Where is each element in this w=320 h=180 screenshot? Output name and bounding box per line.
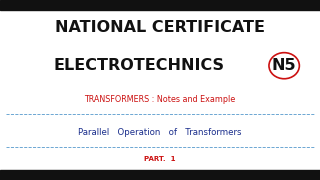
Text: Parallel   Operation   of   Transformers: Parallel Operation of Transformers [78, 128, 242, 137]
Bar [0, 170, 320, 180]
Text: PART.  1: PART. 1 [144, 156, 176, 162]
Bar [0, 0, 320, 10]
Text: TRANSFORMERS : Notes and Example: TRANSFORMERS : Notes and Example [84, 95, 236, 104]
Text: ELECTROTECHNICS: ELECTROTECHNICS [54, 58, 225, 73]
Text: N5: N5 [272, 58, 296, 73]
Text: NATIONAL CERTIFICATE: NATIONAL CERTIFICATE [55, 20, 265, 35]
